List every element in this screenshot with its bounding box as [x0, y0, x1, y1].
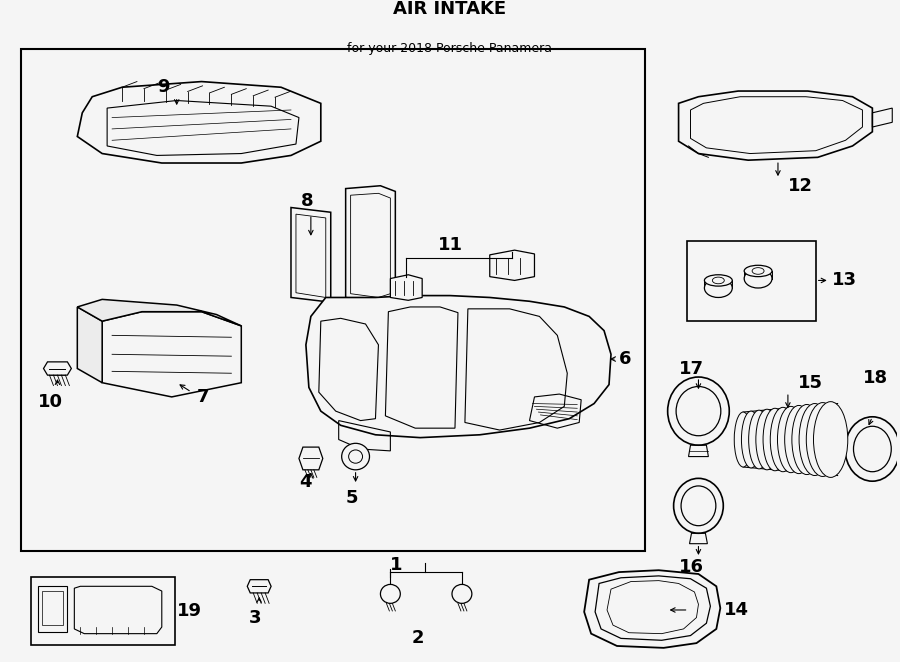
Text: for your 2018 Porsche Panamera: for your 2018 Porsche Panamera — [347, 42, 553, 55]
Bar — [687, 241, 815, 321]
Ellipse shape — [676, 387, 721, 436]
Ellipse shape — [785, 405, 813, 473]
Text: 10: 10 — [38, 393, 63, 410]
Circle shape — [452, 585, 472, 603]
Text: 12: 12 — [788, 177, 813, 195]
Polygon shape — [77, 81, 320, 163]
Polygon shape — [77, 299, 241, 326]
Polygon shape — [679, 91, 872, 160]
Text: 14: 14 — [724, 601, 750, 619]
Polygon shape — [248, 580, 271, 593]
Text: 15: 15 — [797, 374, 823, 392]
Bar — [21, 50, 644, 551]
Bar — [41, 591, 63, 625]
Text: 2: 2 — [412, 630, 425, 647]
Ellipse shape — [705, 275, 733, 286]
Text: 18: 18 — [862, 369, 887, 387]
Bar — [38, 587, 68, 632]
Text: 11: 11 — [437, 236, 463, 254]
Ellipse shape — [814, 402, 848, 477]
Text: 9: 9 — [157, 78, 169, 96]
Circle shape — [342, 444, 370, 470]
Ellipse shape — [673, 479, 724, 534]
Text: 19: 19 — [176, 602, 202, 620]
Text: AIR INTAKE: AIR INTAKE — [393, 0, 507, 18]
Polygon shape — [391, 275, 422, 301]
Text: 8: 8 — [301, 192, 313, 210]
Text: 17: 17 — [679, 359, 704, 377]
Ellipse shape — [799, 404, 831, 475]
Text: 5: 5 — [346, 489, 358, 507]
Polygon shape — [346, 186, 395, 303]
Ellipse shape — [742, 411, 760, 468]
Polygon shape — [306, 296, 611, 438]
Polygon shape — [490, 250, 535, 281]
Ellipse shape — [744, 265, 772, 277]
Polygon shape — [291, 207, 330, 303]
Text: 4: 4 — [299, 473, 311, 491]
Ellipse shape — [806, 402, 839, 477]
Polygon shape — [43, 362, 71, 375]
Ellipse shape — [763, 408, 787, 471]
Ellipse shape — [744, 269, 772, 288]
Ellipse shape — [845, 417, 900, 481]
Bar — [31, 577, 175, 645]
Ellipse shape — [749, 410, 770, 469]
Ellipse shape — [668, 377, 729, 446]
Polygon shape — [584, 570, 720, 648]
Text: 1: 1 — [391, 555, 403, 573]
Polygon shape — [103, 312, 241, 397]
Text: 6: 6 — [619, 350, 632, 368]
Text: 7: 7 — [196, 388, 209, 406]
Circle shape — [381, 585, 400, 603]
Ellipse shape — [681, 486, 716, 526]
Polygon shape — [77, 307, 103, 383]
Ellipse shape — [756, 409, 778, 470]
Text: 16: 16 — [679, 558, 704, 577]
Ellipse shape — [778, 406, 805, 473]
Ellipse shape — [792, 404, 822, 475]
Ellipse shape — [770, 407, 796, 472]
Ellipse shape — [705, 279, 733, 297]
Text: 13: 13 — [832, 271, 857, 289]
Text: 3: 3 — [249, 608, 262, 626]
Ellipse shape — [734, 412, 752, 467]
